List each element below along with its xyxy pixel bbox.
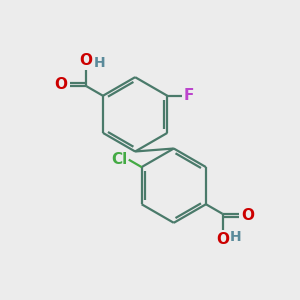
- Text: H: H: [94, 56, 105, 70]
- Text: O: O: [242, 208, 254, 223]
- Text: O: O: [80, 53, 93, 68]
- Text: F: F: [184, 88, 194, 103]
- Text: Cl: Cl: [111, 152, 127, 167]
- Text: O: O: [55, 77, 68, 92]
- Text: H: H: [230, 230, 242, 244]
- Text: O: O: [216, 232, 229, 247]
